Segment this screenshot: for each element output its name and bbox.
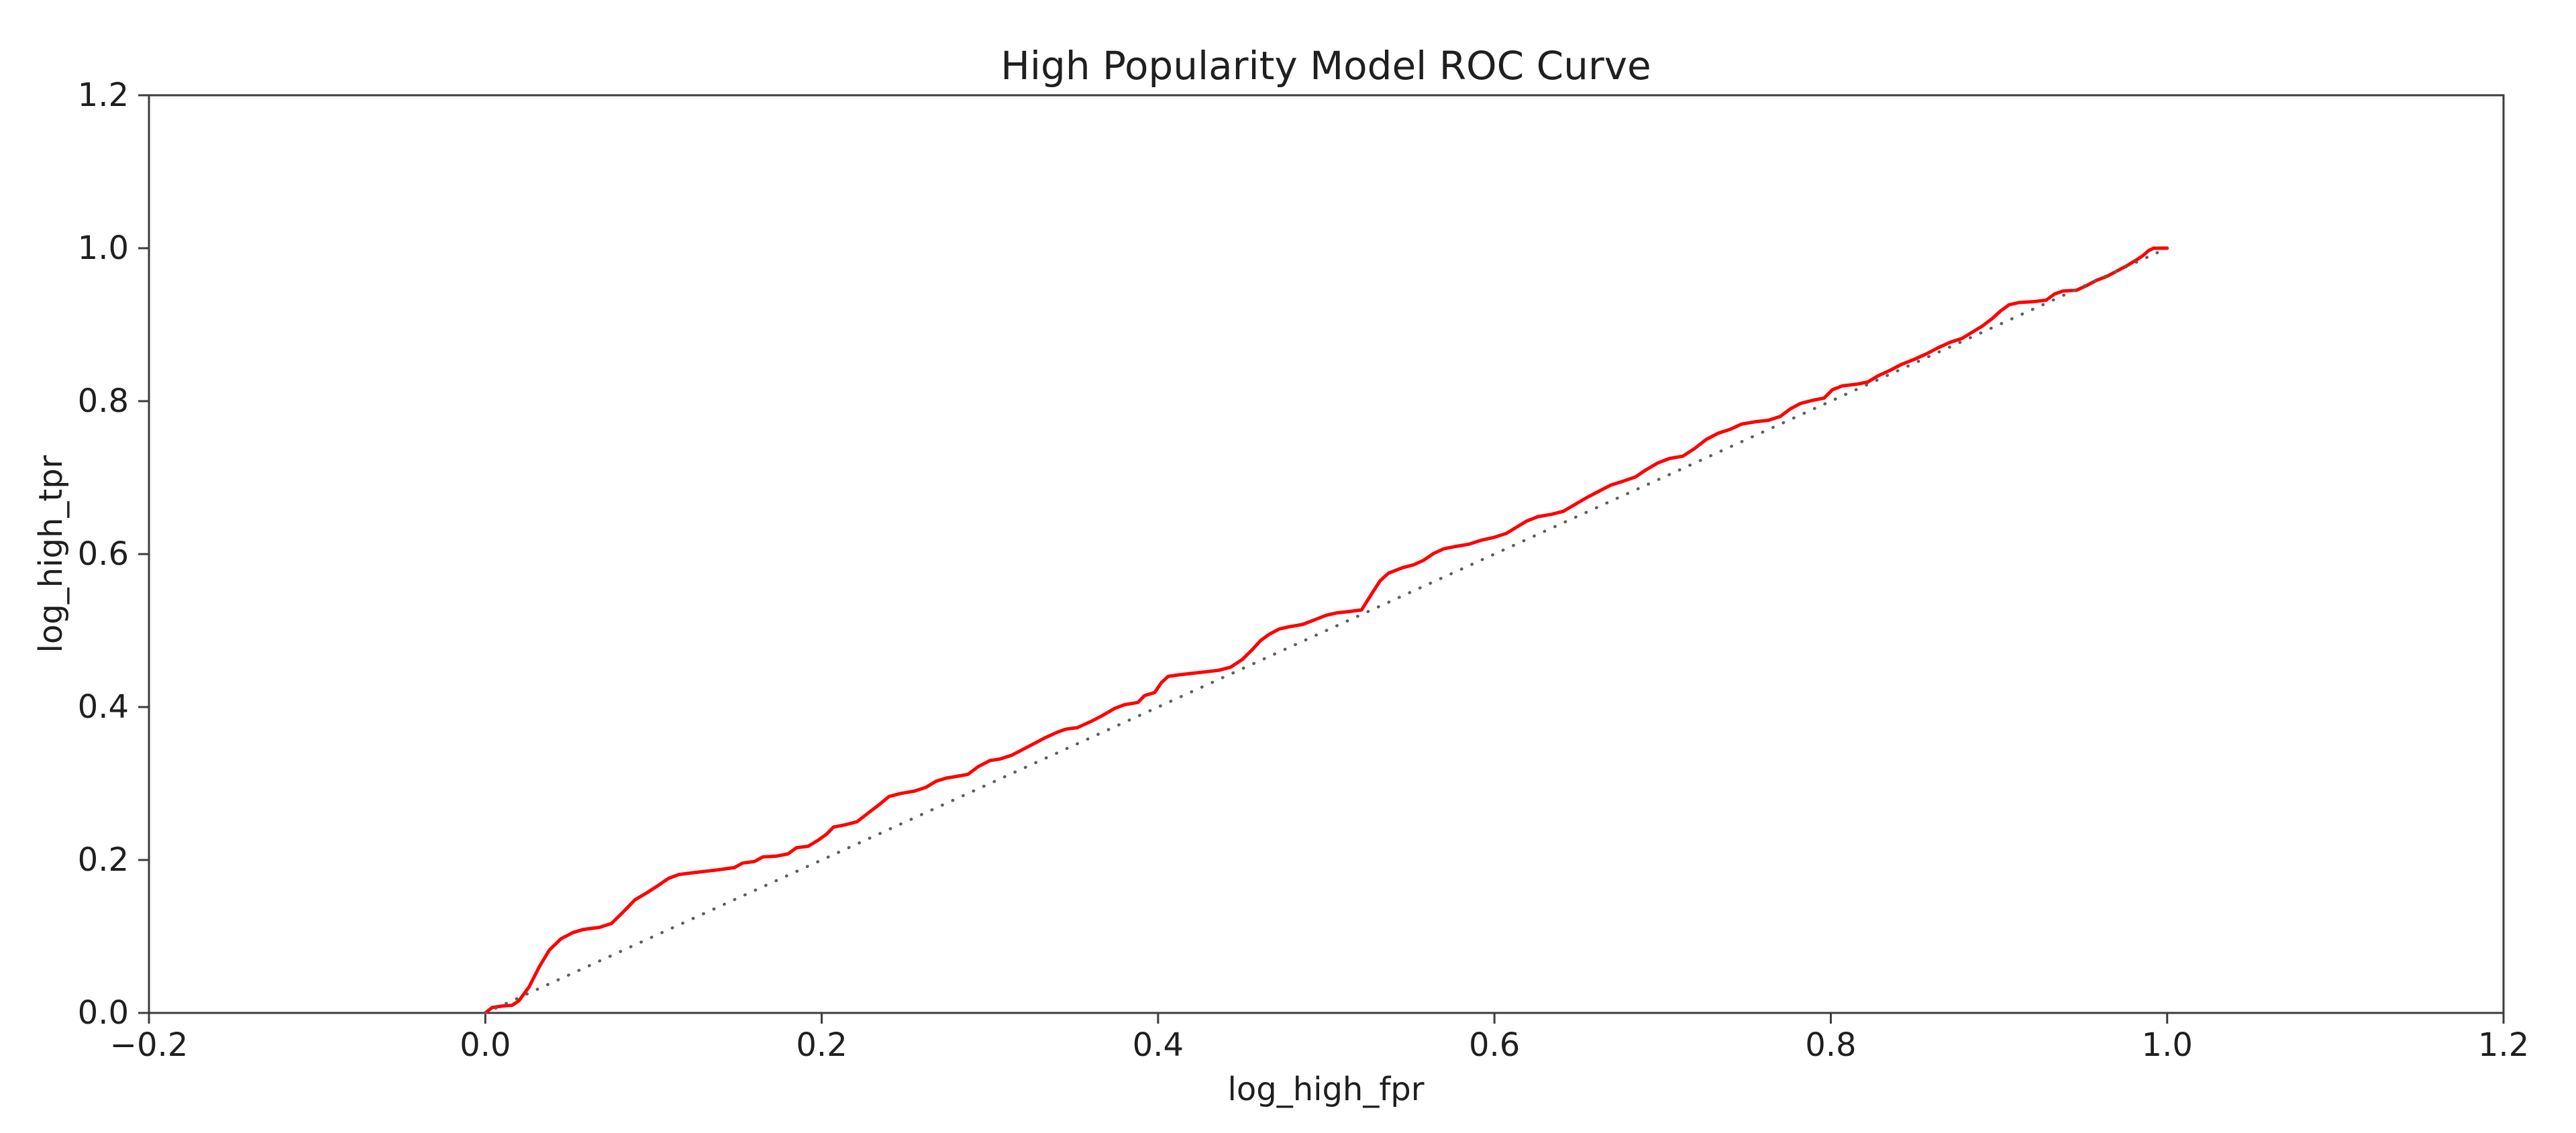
x-axis-ticks: −0.2 0.0 0.2 0.4 0.6 0.8 1.0 1.2 [110,1013,2529,1064]
chart-title: High Popularity Model ROC Curve [1000,43,1651,89]
x-tick-label: 0.4 [1133,1026,1184,1064]
diagonal-reference-line [484,246,2169,1015]
x-axis-label: log_high_fpr [1228,1071,1425,1108]
y-tick-label: 0.0 [78,994,129,1032]
y-tick-label: 0.8 [78,382,129,420]
series-lines [483,246,2169,1015]
y-axis-ticks: 0.0 0.2 0.4 0.6 0.8 1.0 1.2 [78,76,149,1032]
plot-border-rect [148,94,2505,1014]
y-tick-label: 1.2 [78,76,129,114]
y-tick-label: 1.0 [78,229,129,267]
roc-curve-line [483,246,2169,1015]
plot-border [148,94,2505,1014]
x-tick-label: 0.0 [460,1026,511,1064]
y-tick-label: 0.4 [78,688,129,726]
x-tick-label: 1.0 [2142,1026,2193,1064]
y-tick-label: 0.2 [78,841,129,879]
y-tick-label: 0.6 [78,535,129,573]
x-tick-label: 0.6 [1469,1026,1520,1064]
x-tick-label: 1.2 [2478,1026,2529,1064]
y-axis-label: log_high_tpr [32,455,70,653]
x-tick-label: 0.8 [1805,1026,1856,1064]
x-tick-label: −0.2 [110,1026,189,1064]
x-tick-label: 0.2 [796,1026,847,1064]
